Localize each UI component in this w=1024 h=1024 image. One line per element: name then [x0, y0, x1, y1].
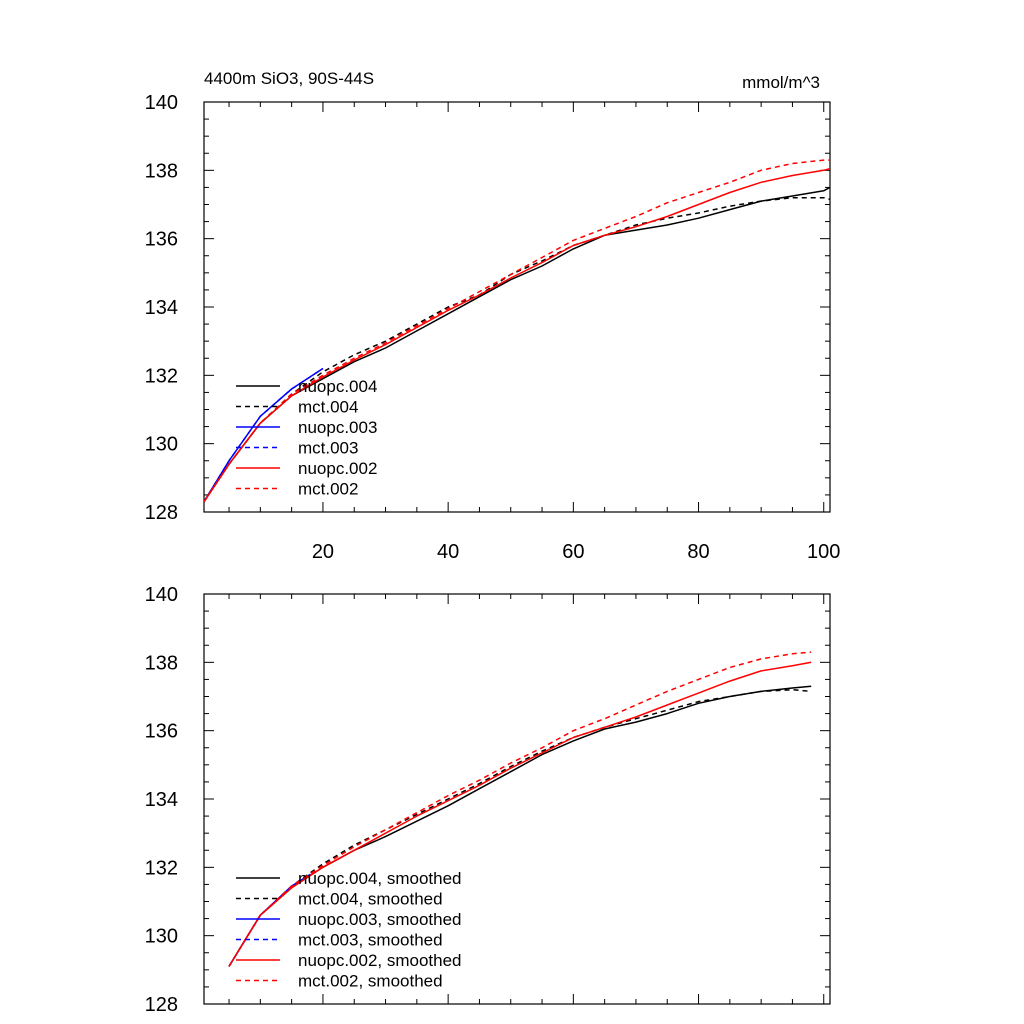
y-tick-label: 128 — [145, 994, 178, 1016]
legend-label: nuopc.003 — [298, 418, 377, 437]
legend-label: nuopc.002, smoothed — [298, 951, 462, 970]
y-tick-label: 140 — [145, 584, 178, 606]
series-line-mct-002-smoothed — [228, 651, 812, 967]
series-line-nuopc-002 — [203, 167, 831, 503]
series-line-mct-004 — [203, 196, 831, 503]
series-line-mct-002 — [203, 159, 830, 503]
y-tick-label: 136 — [145, 721, 178, 743]
bottom-panel: 128 130 132 134 136 138 140 nuopc.004, smoothed… — [145, 584, 831, 1016]
x-tick-label: 60 — [562, 541, 584, 563]
y-tick-label: 132 — [145, 365, 178, 387]
legend-label: nuopc.004 — [298, 377, 377, 396]
y-tick-label: 138 — [145, 652, 178, 674]
y-tick-label: 136 — [145, 229, 178, 251]
legend-label: nuopc.003, smoothed — [298, 910, 462, 929]
x-tick-label: 80 — [687, 541, 709, 563]
legend-label: nuopc.004, smoothed — [298, 869, 462, 888]
y-tick-label: 134 — [145, 789, 178, 811]
series-line-mct-003 — [203, 367, 324, 503]
x-tick-label: 20 — [312, 541, 334, 563]
y-tick-label: 128 — [145, 502, 178, 524]
y-tick-label: 130 — [145, 926, 178, 948]
legend-label: mct.004, smoothed — [298, 890, 443, 909]
top-panel: 128 130 132 134 136 138 140 20 40 60 80 100 4400m Si… — [145, 69, 841, 563]
legend-label: nuopc.002 — [298, 459, 377, 478]
legend-label: mct.003 — [298, 439, 358, 458]
legend-label: mct.003, smoothed — [298, 931, 443, 950]
series-line-nuopc-002-smoothed — [228, 661, 812, 967]
legend-label: mct.004 — [298, 398, 358, 417]
y-tick-label: 130 — [145, 434, 178, 456]
x-tick-label: 40 — [437, 541, 459, 563]
units-label: mmol/m^3 — [742, 73, 820, 92]
y-tick-label: 132 — [145, 857, 178, 879]
x-tick-label: 100 — [807, 541, 840, 563]
series-line-mct-004-smoothed — [228, 688, 812, 967]
y-tick-label: 140 — [145, 92, 178, 114]
chart-title: 4400m SiO3, 90S-44S — [204, 69, 374, 88]
y-tick-label: 134 — [145, 297, 178, 319]
legend-label: mct.002, smoothed — [298, 972, 443, 991]
y-tick-label: 138 — [145, 160, 178, 182]
legend-label: mct.002 — [298, 480, 358, 499]
